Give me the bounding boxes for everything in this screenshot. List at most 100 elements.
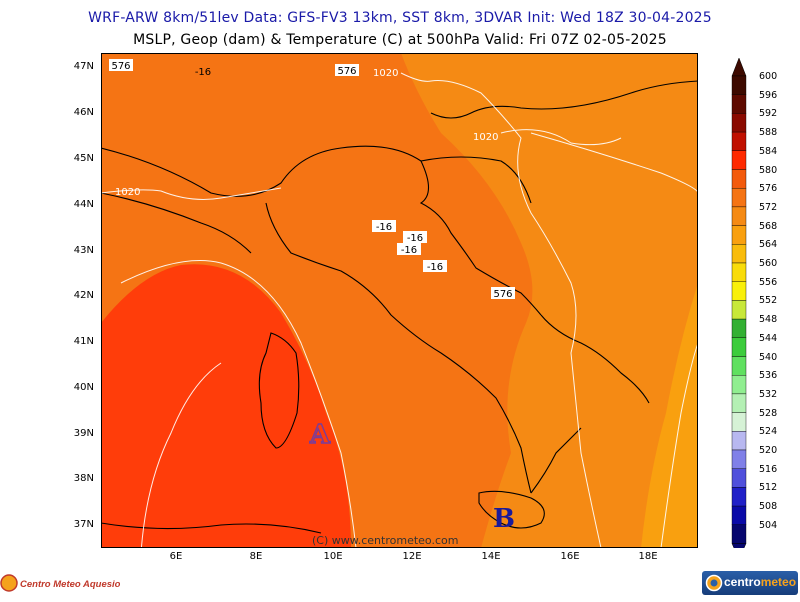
scale-label: 596 [759,89,778,101]
isobars [101,72,698,548]
isobar-label-1020-b: 1020 [473,132,498,143]
lon-label-6e: 6E [169,551,183,562]
scale-swatch [731,75,747,95]
scale-label: 576 [759,183,778,195]
scale-label: 512 [759,482,778,494]
copyright-credit: (C) www.centrometeo.com [312,534,459,547]
lat-label-37n: 37N [73,519,94,530]
scale-swatch [731,337,747,357]
lat-label-40n: 40N [73,382,94,393]
left-logo-text: Centro Meteo Aquesio [20,579,120,590]
scale-label: 548 [759,314,778,326]
lon-label-10e: 10E [323,551,343,562]
lat-label-46n: 46N [73,107,94,118]
isobar-label-1020-a: 1020 [373,68,398,79]
geop-label-576-c: 576 [493,289,512,300]
scale-label: 532 [759,388,778,400]
high-pressure-center: A [309,420,331,450]
scale-label: 540 [759,351,778,363]
scale-swatch [731,468,747,488]
scale-swatch [731,244,747,264]
scale-label: 560 [759,258,778,269]
scale-label: 568 [759,220,778,232]
scale-label: 528 [759,407,778,419]
lon-label-14e: 14E [481,551,501,562]
scale-swatch [731,113,747,133]
temp-label-c: -16 [407,233,423,244]
geop-label-576-b: 576 [337,66,356,77]
lon-label-18e: 18E [638,551,658,562]
scale-swatch [731,206,747,226]
color-scale-legend [731,58,747,548]
scale-label: 520 [759,445,778,456]
title-line-2: MSLP, Geop (dam) & Temperature (C) at 50… [133,32,667,48]
lat-label-38n: 38N [73,473,94,484]
scale-swatch [731,131,747,151]
scale-arrow-top [731,58,747,77]
lon-label-12e: 12E [402,551,422,562]
scale-swatch [731,393,747,413]
scale-swatch [731,449,747,469]
scale-swatch [731,262,747,282]
scale-swatch [731,431,747,451]
scale-label: 584 [759,145,778,157]
band-572 [401,53,698,548]
lat-label-42n: 42N [73,290,94,301]
right-logo-text-a: centro [724,575,761,589]
centro-meteo-aquesio-logo: Centro Meteo Aquesio [0,568,121,598]
scale-label: 564 [759,239,778,251]
temperature-labels: -16 -16 -16 -16 -16 [191,65,447,273]
lat-label-43n: 43N [73,245,94,256]
centrometeo-logo: centrometeo [702,571,798,595]
scale-swatch [731,524,747,544]
geop-label-576-a: 576 [111,61,130,72]
temp-label-e: -16 [427,262,443,273]
scale-label: 524 [759,426,778,438]
scale-label: 516 [759,463,778,475]
right-logo-text: centrometeo [724,575,796,589]
scale-swatch [731,94,747,114]
scale-label: 508 [759,501,778,513]
scale-label: 536 [759,370,778,382]
geopotential-labels: 576 576 576 [109,59,515,300]
scale-swatch [731,318,747,339]
scale-label: 552 [759,295,778,307]
temp-label-a: -16 [195,67,211,78]
lon-label-8e: 8E [249,551,263,562]
lon-label-16e: 16E [560,551,580,562]
scale-swatch [731,150,747,170]
scale-swatch [731,225,747,245]
scale-swatch [731,375,747,395]
lat-label-41n: 41N [73,336,94,347]
scale-swatch [731,505,747,526]
lat-label-44n: 44N [73,199,94,210]
scale-arrow-bottom [731,543,747,548]
low-pressure-center: B [493,504,515,534]
right-logo-text-b: meteo [760,575,797,589]
scale-swatch [731,300,747,320]
scale-label: 504 [759,519,778,531]
scale-swatch [731,412,747,432]
lat-label-39n: 39N [73,428,94,439]
scale-label: 544 [759,332,778,344]
temp-label-d: -16 [401,245,417,256]
title-line-1: WRF-ARW 8km/51lev Data: GFS-FV3 13km, SS… [88,10,712,26]
scale-label: 588 [759,127,778,139]
isobar-label-1020-c: 1020 [115,187,140,198]
temp-label-b: -16 [376,222,392,233]
scale-swatch [731,356,747,376]
scale-swatch [731,187,747,208]
band-580 [101,264,351,548]
scale-label: 556 [759,276,778,288]
scale-label: 592 [759,108,778,120]
scale-swatch [731,487,747,507]
band-568 [641,283,698,548]
coastlines [101,80,698,534]
scale-label: 600 [759,71,778,82]
scale-label: 572 [759,201,778,213]
isobar-labels: 1020 1020 1020 [115,68,498,198]
scale-swatch [731,281,747,301]
scale-swatch [731,169,747,189]
scale-label: 580 [759,164,778,176]
lat-label-47n: 47N [73,61,94,72]
